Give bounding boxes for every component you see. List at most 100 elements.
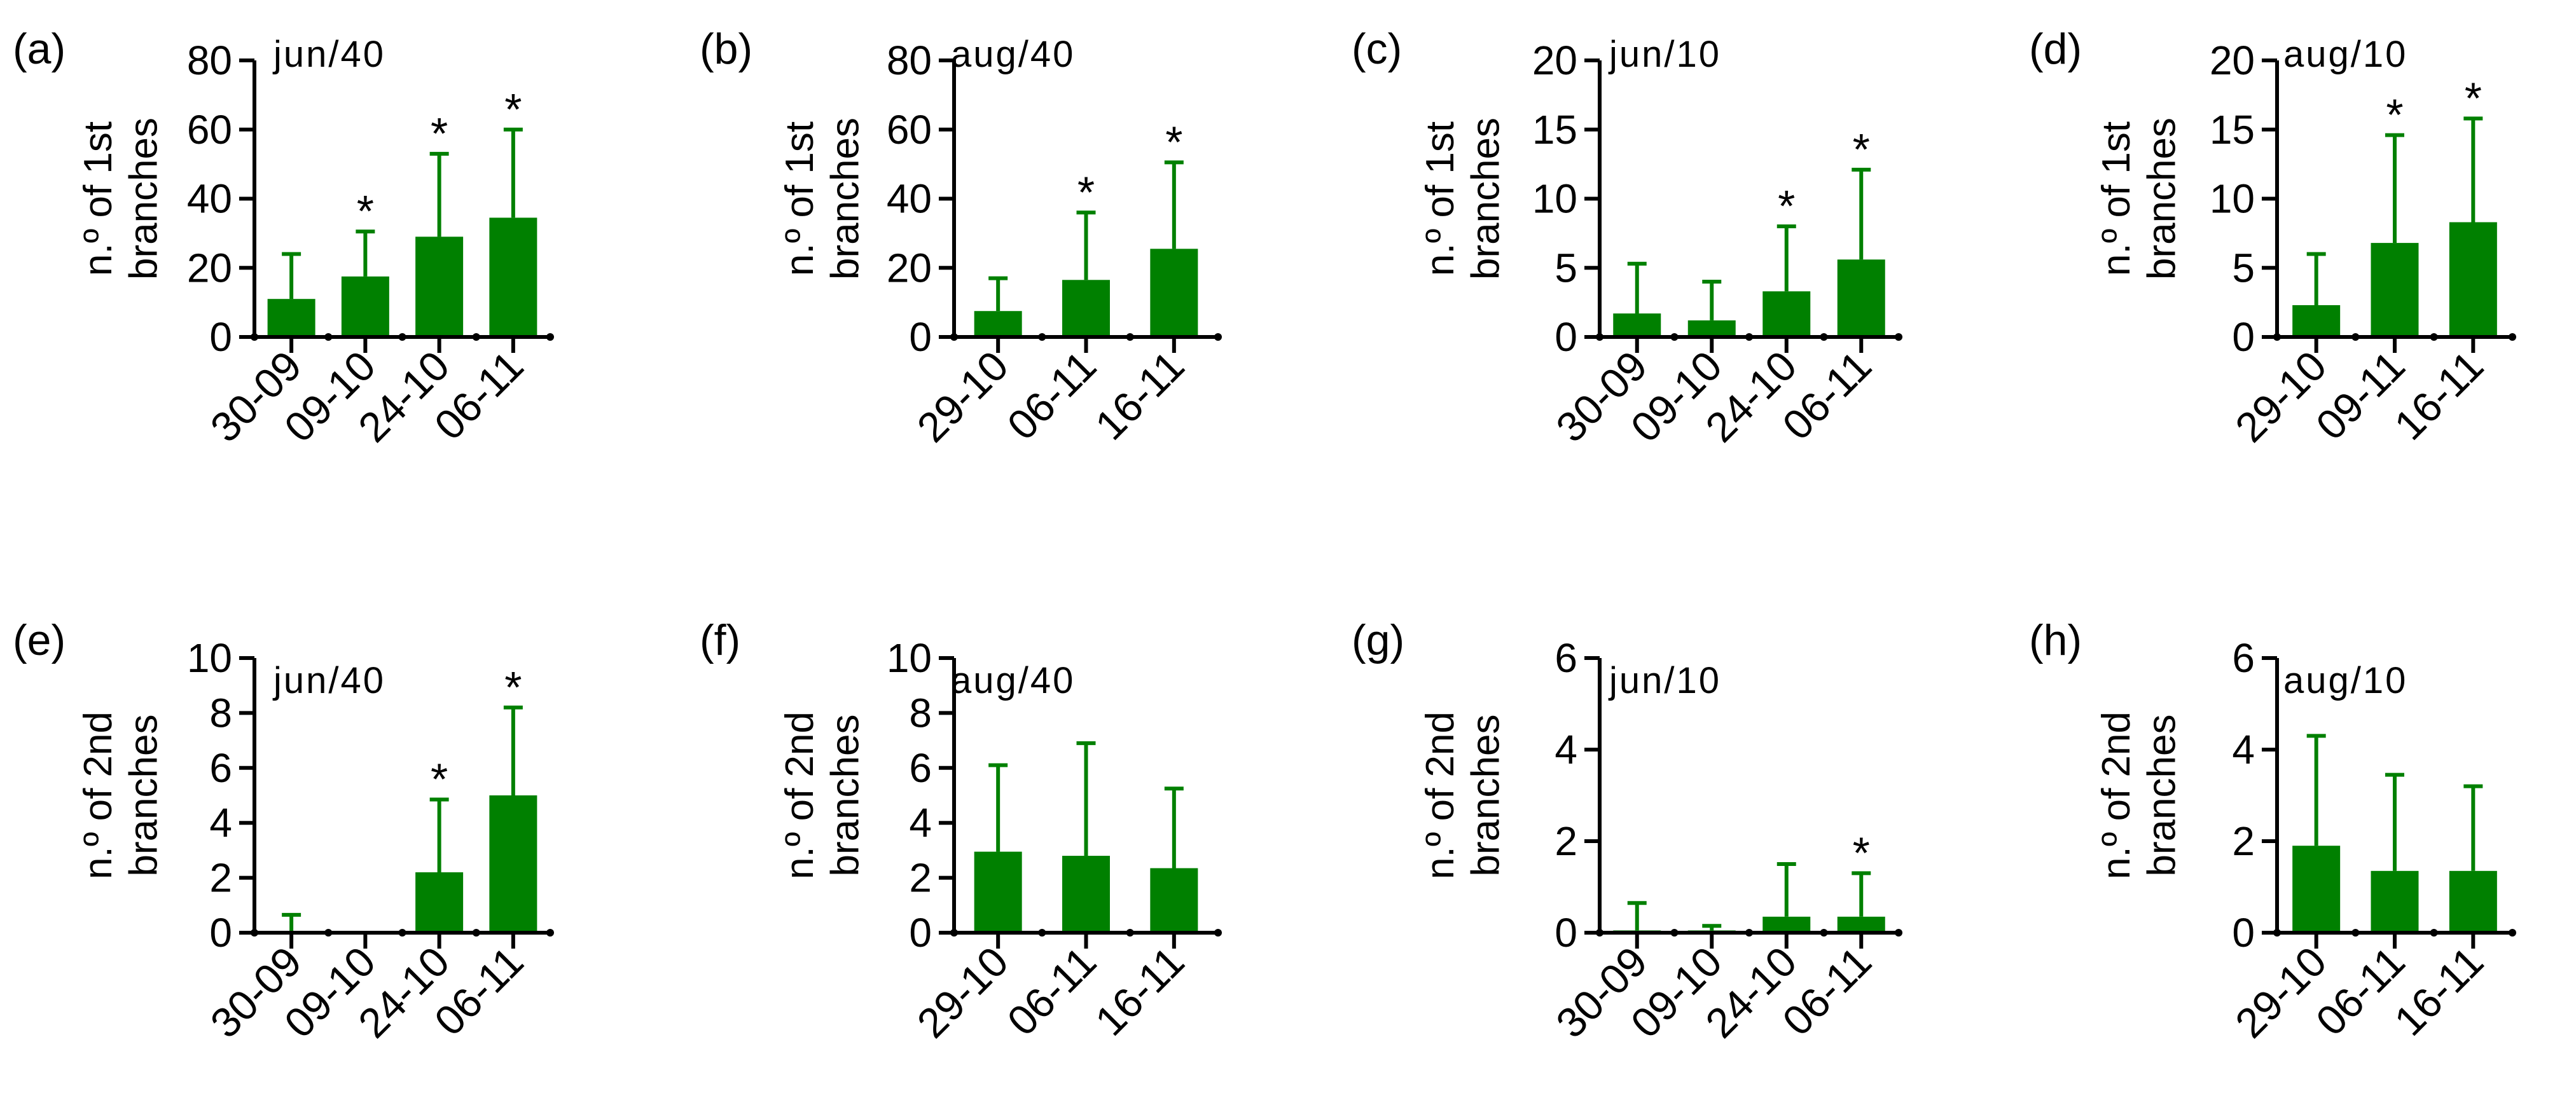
panel-condition-label: jun/10 bbox=[1608, 34, 1721, 75]
y-tick-label: 10 bbox=[887, 635, 932, 681]
axis-dot bbox=[1214, 929, 1222, 937]
y-tick-label: 10 bbox=[1532, 176, 1577, 222]
axis-dot bbox=[1038, 929, 1046, 937]
axis-dot bbox=[546, 333, 554, 341]
y-tick-label: 0 bbox=[1555, 910, 1577, 956]
chart-panel-f: (f)aug/40n.º of 2ndbranches024681029-100… bbox=[700, 616, 1222, 1047]
y-tick-label: 15 bbox=[2210, 107, 2255, 153]
y-tick-label: 5 bbox=[1555, 245, 1577, 291]
axis-dot bbox=[1126, 929, 1134, 937]
bar bbox=[1762, 291, 1811, 337]
axis-dot bbox=[251, 929, 258, 937]
axis-dot bbox=[950, 333, 958, 341]
significance-marker: * bbox=[504, 662, 522, 712]
significance-marker: * bbox=[504, 85, 522, 134]
x-tick-label: 06-11 bbox=[426, 342, 532, 449]
significance-marker: * bbox=[2465, 73, 2482, 123]
y-tick-label: 15 bbox=[1532, 107, 1577, 153]
bar bbox=[2371, 243, 2419, 337]
axis-dot bbox=[2509, 929, 2516, 937]
panel-letter: (e) bbox=[13, 616, 66, 664]
bar bbox=[2292, 846, 2341, 933]
axis-dot bbox=[1895, 929, 1902, 937]
chart-panel-g: (g)jun/10n.º of 2ndbranches *024630-0909-… bbox=[1352, 616, 1902, 1047]
x-tick-label: 16-11 bbox=[2385, 342, 2492, 449]
axis-dot bbox=[398, 929, 406, 937]
y-axis-label-line: n.º of 2nd bbox=[76, 711, 120, 879]
y-axis-label-line: branches bbox=[1464, 714, 1507, 876]
significance-marker: * bbox=[2386, 90, 2403, 139]
panel-letter: (f) bbox=[700, 616, 740, 664]
y-tick-label: 2 bbox=[209, 855, 232, 901]
y-axis-label: n.º of 2ndbranches bbox=[2095, 711, 2184, 879]
x-tick-label: 06-11 bbox=[998, 938, 1105, 1045]
y-tick-label: 8 bbox=[209, 690, 232, 736]
bar bbox=[1837, 916, 1885, 933]
x-tick-label: 16-11 bbox=[1086, 938, 1193, 1045]
panel-letter: (d) bbox=[2029, 25, 2082, 73]
y-axis-label-line: branches bbox=[2140, 118, 2184, 280]
y-tick-label: 5 bbox=[2232, 245, 2255, 291]
panel-letter: (a) bbox=[13, 25, 66, 73]
y-tick-label: 0 bbox=[909, 314, 932, 360]
y-axis-label-line: n.º of 2nd bbox=[1418, 711, 1462, 879]
axis-dot bbox=[324, 333, 333, 341]
bar bbox=[1613, 313, 1661, 337]
significance-marker: * bbox=[1165, 117, 1182, 167]
bar bbox=[415, 237, 464, 337]
y-axis-label: n.º of 2ndbranches bbox=[778, 711, 867, 879]
y-tick-label: 20 bbox=[887, 245, 932, 291]
x-tick-label: 06-11 bbox=[2307, 938, 2414, 1045]
axis-dot bbox=[251, 333, 258, 341]
panel-condition-label: aug/40 bbox=[951, 660, 1075, 701]
y-tick-label: 6 bbox=[1555, 635, 1577, 681]
axis-dot bbox=[2351, 929, 2360, 937]
axis-dot bbox=[1596, 929, 1603, 937]
x-tick-label: 16-11 bbox=[1086, 342, 1193, 449]
y-tick-label: 0 bbox=[2232, 910, 2255, 956]
y-tick-label: 2 bbox=[909, 855, 932, 901]
bar bbox=[1762, 916, 1811, 933]
x-tick-label: 09-11 bbox=[2307, 342, 2414, 449]
y-axis-label-line: branches bbox=[823, 714, 867, 876]
bar bbox=[415, 872, 464, 933]
y-tick-label: 20 bbox=[2210, 38, 2255, 83]
y-tick-label: 60 bbox=[887, 107, 932, 153]
y-axis-label-line: n.º of 1st bbox=[1418, 121, 1462, 276]
y-axis-label: n.º of 1stbranches bbox=[778, 118, 867, 280]
axis-dot bbox=[1745, 929, 1753, 937]
y-tick-label: 4 bbox=[909, 800, 932, 846]
y-tick-label: 4 bbox=[2232, 727, 2255, 772]
bar bbox=[1062, 280, 1110, 337]
bar bbox=[1837, 259, 1885, 337]
bar bbox=[1150, 868, 1198, 933]
axis-dot bbox=[398, 333, 406, 341]
significance-marker: * bbox=[1077, 167, 1095, 217]
y-axis-label: n.º of 1stbranches bbox=[1418, 118, 1507, 280]
panel-letter: (b) bbox=[700, 25, 752, 73]
y-axis-label-line: branches bbox=[2140, 714, 2184, 876]
panel-condition-label: jun/10 bbox=[1608, 660, 1721, 701]
axis-dot bbox=[1126, 333, 1134, 341]
bar bbox=[489, 217, 537, 337]
y-axis-label: n.º of 1stbranches bbox=[2095, 118, 2184, 280]
significance-marker: * bbox=[431, 109, 448, 158]
y-tick-label: 8 bbox=[909, 690, 932, 736]
axis-dot bbox=[1214, 333, 1222, 341]
y-axis-label: n.º of 2ndbranches bbox=[76, 711, 165, 879]
x-tick-label: 06-11 bbox=[1773, 938, 1880, 1045]
y-tick-label: 2 bbox=[1555, 818, 1577, 864]
axis-dot bbox=[2351, 333, 2360, 341]
axis-dot bbox=[1670, 333, 1679, 341]
y-tick-label: 20 bbox=[187, 245, 232, 291]
bar bbox=[1687, 320, 1736, 337]
y-axis-label-line: n.º of 2nd bbox=[778, 711, 822, 879]
chart-panel-c: (c) jun/10n.º of 1stbranches **0510152030-… bbox=[1352, 25, 1902, 451]
axis-dot bbox=[472, 929, 480, 937]
panel-letter: (c) bbox=[1352, 25, 1402, 73]
panel-condition-label: jun/40 bbox=[272, 34, 385, 75]
panel-condition-label: aug/40 bbox=[951, 34, 1075, 75]
panel-letter: (g) bbox=[1352, 616, 1404, 664]
y-tick-label: 0 bbox=[1555, 314, 1577, 360]
x-tick-label: 06-11 bbox=[426, 938, 532, 1045]
